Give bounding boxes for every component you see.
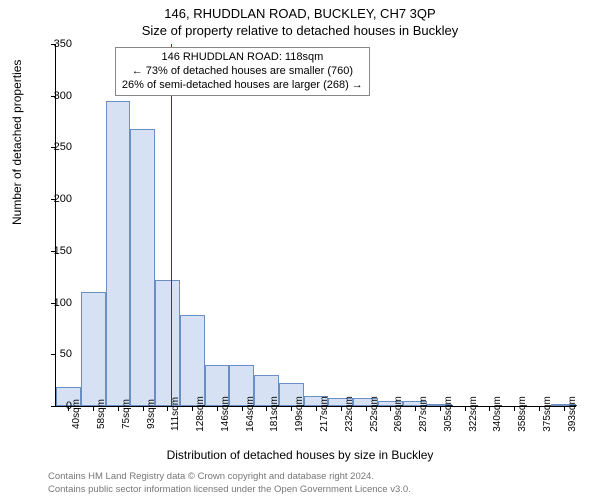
credits: Contains HM Land Registry data © Crown c… [48, 471, 411, 496]
xtick-mark [118, 406, 119, 411]
xtick-mark [192, 406, 193, 411]
histogram-bar [130, 129, 155, 406]
histogram-bar [155, 280, 180, 406]
ytick-label: 300 [54, 90, 72, 102]
xtick-label: 393sqm [567, 396, 578, 432]
xtick-mark [93, 406, 94, 411]
xtick-label: 358sqm [517, 396, 528, 432]
xtick-mark [564, 406, 565, 411]
xtick-mark [465, 406, 466, 411]
y-axis-label: Number of detached properties [10, 60, 24, 225]
ytick-label: 250 [54, 141, 72, 153]
ytick-label: 350 [54, 38, 72, 50]
info-line-2: ← 73% of detached houses are smaller (76… [122, 65, 363, 79]
xtick-label: 287sqm [418, 396, 429, 432]
xtick-mark [217, 406, 218, 411]
xtick-mark [514, 406, 515, 411]
xtick-label: 375sqm [542, 396, 553, 432]
xtick-mark [539, 406, 540, 411]
ytick-mark [51, 406, 56, 407]
info-line-3: 26% of semi-detached houses are larger (… [122, 79, 363, 93]
ytick-label: 150 [54, 245, 72, 257]
xtick-label: 305sqm [443, 396, 454, 432]
reference-line [171, 44, 172, 406]
xtick-mark [366, 406, 367, 411]
title-main: 146, RHUDDLAN ROAD, BUCKLEY, CH7 3QP [0, 0, 600, 21]
xtick-mark [316, 406, 317, 411]
xtick-mark [341, 406, 342, 411]
xtick-mark [440, 406, 441, 411]
xtick-mark [291, 406, 292, 411]
xtick-mark [143, 406, 144, 411]
credits-line-2: Contains public sector information licen… [48, 484, 411, 496]
ytick-label: 100 [54, 297, 72, 309]
ytick-label: 0 [66, 400, 72, 412]
info-line-1: 146 RHUDDLAN ROAD: 118sqm [122, 51, 363, 65]
xtick-mark [242, 406, 243, 411]
title-sub: Size of property relative to detached ho… [0, 21, 600, 38]
xtick-mark [390, 406, 391, 411]
histogram-bar [180, 315, 205, 406]
ytick-label: 50 [60, 348, 72, 360]
chart-area: 40sqm58sqm75sqm93sqm111sqm128sqm146sqm16… [55, 44, 575, 406]
xtick-mark [266, 406, 267, 411]
xtick-mark [415, 406, 416, 411]
xtick-label: 340sqm [492, 396, 503, 432]
ytick-mark [51, 354, 56, 355]
credits-line-1: Contains HM Land Registry data © Crown c… [48, 471, 411, 483]
histogram-bar [106, 101, 131, 406]
xtick-label: 322sqm [468, 396, 479, 432]
info-box: 146 RHUDDLAN ROAD: 118sqm ← 73% of detac… [115, 47, 370, 96]
xtick-mark [167, 406, 168, 411]
x-axis-label: Distribution of detached houses by size … [0, 448, 600, 462]
xtick-mark [489, 406, 490, 411]
histogram-bar [81, 292, 106, 406]
ytick-label: 200 [54, 193, 72, 205]
plot-region: 40sqm58sqm75sqm93sqm111sqm128sqm146sqm16… [55, 44, 576, 407]
